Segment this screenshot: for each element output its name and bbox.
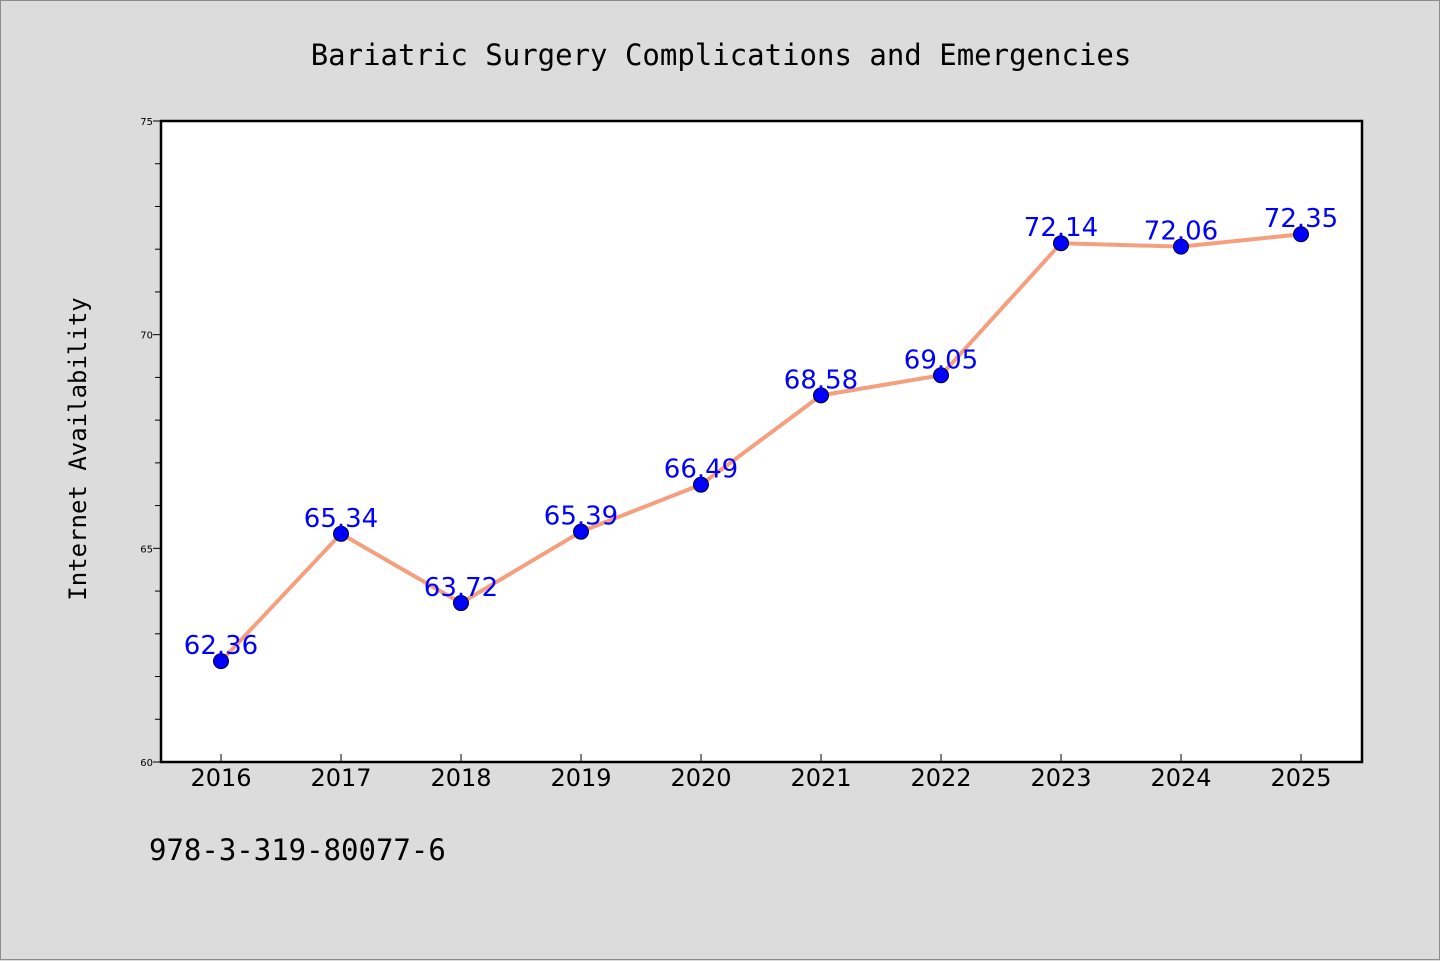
data-point-marker (693, 476, 709, 493)
data-label: 66.49 (664, 455, 738, 485)
data-point-marker (333, 525, 349, 542)
data-point-marker (1293, 226, 1309, 243)
series-line-group (213, 226, 1309, 670)
x-tick-label: 2016 (190, 764, 251, 792)
footnote-isbn: 978-3-319-80077-6 (149, 833, 446, 867)
data-label: 65.34 (304, 504, 378, 534)
x-tick-label: 2020 (670, 764, 731, 792)
data-point-marker (1173, 238, 1189, 255)
data-label: 62.36 (184, 631, 258, 661)
data-point-marker (213, 653, 229, 670)
x-tick-label: 2023 (1030, 764, 1091, 792)
y-tick-label: 75 (140, 117, 153, 128)
x-tick-label: 2017 (310, 764, 371, 792)
data-label: 72.14 (1024, 213, 1098, 243)
data-point-marker (453, 595, 469, 612)
x-tick-label: 2021 (790, 764, 851, 792)
data-label: 63.72 (424, 573, 498, 603)
x-tick-label: 2018 (430, 764, 491, 792)
data-label: 72.06 (1144, 217, 1218, 247)
data-point-marker (933, 367, 949, 384)
y-tick-label: 70 (140, 331, 153, 342)
data-label-group: 62.36 65.34 63.72 65.39 66.49 68.58 69.05 72.14… (184, 204, 1338, 661)
data-point-marker (1053, 235, 1069, 252)
x-tick-label: 2024 (1150, 764, 1211, 792)
data-label: 65.39 (544, 502, 618, 532)
data-label: 68.58 (784, 365, 858, 395)
data-point-marker (573, 523, 589, 540)
y-tick-label: 60 (140, 758, 153, 769)
series-line (219, 232, 1303, 664)
y-axis: 60 65 70 75 (140, 117, 161, 769)
x-axis: 2016 2017 2018 2019 2020 2021 2022 2023 2024 2025 (190, 754, 1332, 792)
y-axis-label: Internet Availability (64, 297, 92, 600)
data-label: 72.35 (1264, 204, 1338, 234)
chart-title: Bariatric Surgery Complications and Emer… (311, 38, 1132, 72)
x-tick-label: 2022 (910, 764, 971, 792)
x-tick-label: 2019 (550, 764, 611, 792)
y-tick-label: 65 (140, 544, 153, 555)
x-tick-label: 2025 (1270, 764, 1331, 792)
plot-frame (159, 119, 1364, 764)
data-point-marker (813, 387, 829, 404)
data-label: 69.05 (904, 345, 978, 375)
